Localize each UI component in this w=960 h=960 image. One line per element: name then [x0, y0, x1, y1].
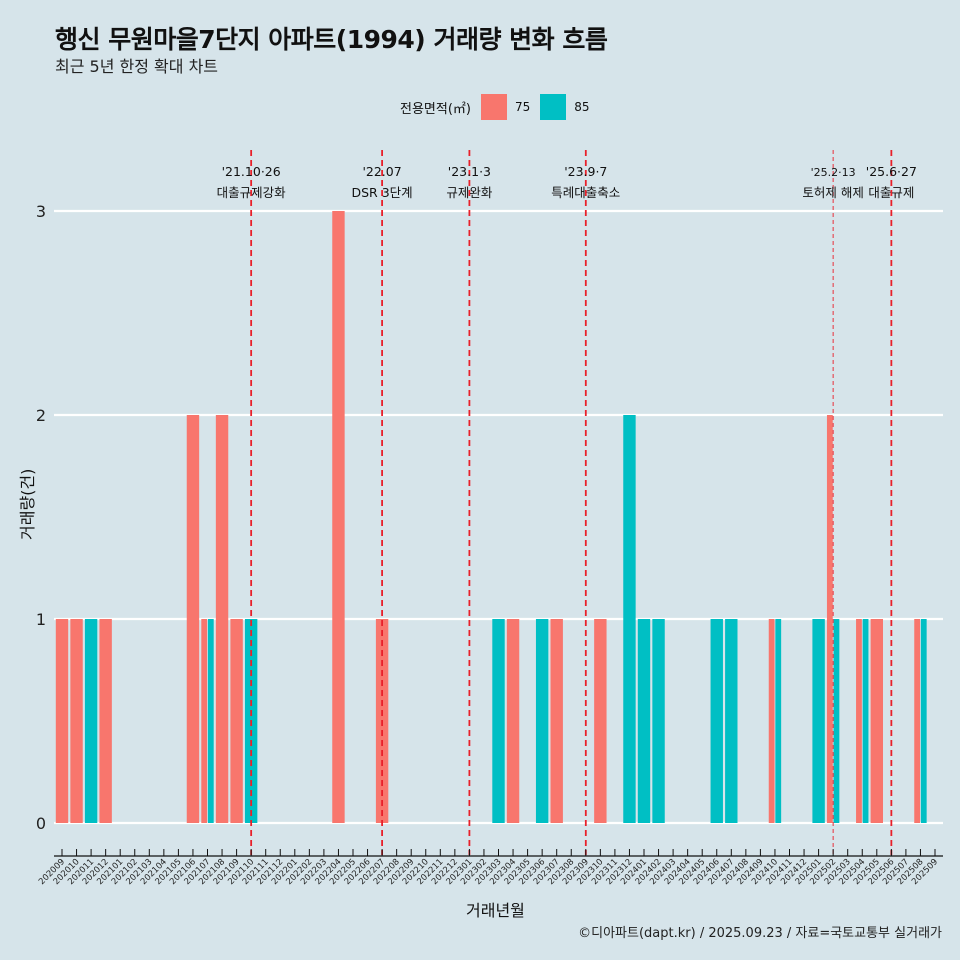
event-date-label: '25.2·13: [811, 166, 856, 179]
event-date-label: '23.1·3: [448, 164, 491, 179]
bar-75-202010: [70, 619, 83, 823]
event-name-label: 대출규제강화: [217, 185, 287, 200]
event-name-label: 특례대출축소: [551, 185, 620, 200]
bar-75-202106: [186, 415, 200, 823]
legend-title: 전용면적(㎡): [400, 101, 471, 117]
event-date-label: '21.10·26: [222, 164, 281, 179]
bar-75-202504: [856, 619, 862, 823]
bar-85-202504: [862, 619, 869, 823]
bar-85-202312: [623, 415, 636, 823]
footer-credit: ©디아파트(dapt.kr) / 2025.09.23 / 자료=국토교통부 실…: [578, 926, 942, 941]
event-date-label: '23.9·7: [564, 164, 607, 179]
bar-85-202011: [84, 619, 98, 823]
bar-75-202012: [99, 619, 112, 823]
bar-85-202410: [775, 619, 782, 823]
y-tick-label: 1: [36, 610, 46, 629]
bar-85-202502: [833, 619, 840, 823]
event-name-label: DSR 3단계: [352, 185, 413, 200]
y-tick-label: 2: [36, 406, 46, 425]
bar-75-202502: [826, 415, 833, 823]
event-date-label: '25.6·27: [866, 164, 917, 179]
bar-75-202508: [914, 619, 921, 823]
bar-75-202410: [768, 619, 775, 823]
event-name-label: 규제완화: [446, 185, 493, 200]
event-name-label: 대출규제: [868, 185, 914, 200]
bar-75-202310: [594, 619, 607, 823]
event-name-label: 토허제 해제: [802, 185, 863, 200]
bar-75-202108: [215, 415, 229, 823]
bar-85-202407: [725, 619, 738, 823]
bar-85-202306: [535, 619, 549, 823]
bar-85-202303: [492, 619, 505, 823]
bar-75-202009: [55, 619, 69, 823]
legend-swatch-75: [480, 94, 507, 120]
bar-85-202402: [652, 619, 665, 823]
bar-75-202505: [870, 619, 883, 823]
y-tick-label: 0: [36, 814, 46, 833]
bar-75-202109: [230, 619, 243, 823]
bar-85-202401: [637, 619, 651, 823]
legend: 전용면적(㎡) 75 85: [400, 93, 600, 121]
y-axis-label: 거래량(건): [18, 468, 37, 540]
legend-label-85: 85: [574, 100, 590, 114]
bar-75-202107: [201, 619, 208, 823]
y-tick-label: 3: [36, 202, 46, 221]
chart-subtitle: 최근 5년 한정 확대 차트: [55, 57, 219, 76]
chart-title: 행신 무원마을7단지 아파트(1994) 거래량 변화 흐름: [55, 25, 608, 54]
bar-85-202406: [710, 619, 723, 823]
bar-85-202107: [207, 619, 214, 823]
legend-label-75: 75: [514, 100, 531, 114]
bar-75-202307: [550, 619, 563, 823]
bar-85-202508: [920, 619, 927, 823]
x-axis-label: 거래년월: [466, 901, 525, 920]
event-date-label: '22.07: [362, 164, 401, 179]
bar-75-202204: [332, 211, 345, 823]
legend-swatch-85: [540, 94, 567, 120]
bar-85-202501: [812, 619, 825, 823]
bar-75-202304: [506, 619, 520, 823]
